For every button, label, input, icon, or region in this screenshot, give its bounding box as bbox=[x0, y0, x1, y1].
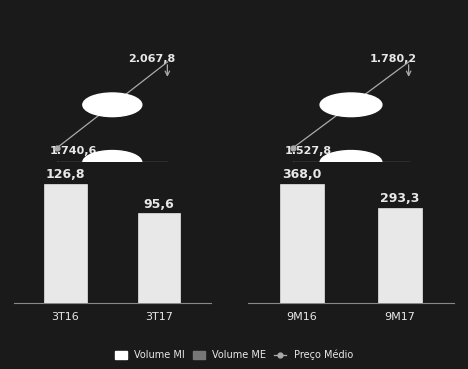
Ellipse shape bbox=[83, 93, 142, 117]
Bar bbox=[44, 184, 87, 303]
Text: 126,8: 126,8 bbox=[46, 168, 85, 182]
Bar bbox=[138, 213, 180, 303]
Text: 1.527,8: 1.527,8 bbox=[285, 145, 332, 156]
Ellipse shape bbox=[83, 151, 142, 174]
Text: 293,3: 293,3 bbox=[380, 193, 420, 206]
Ellipse shape bbox=[320, 93, 382, 117]
Text: 1.740,6: 1.740,6 bbox=[50, 145, 97, 156]
Bar bbox=[378, 208, 422, 303]
Ellipse shape bbox=[320, 151, 382, 174]
Bar bbox=[280, 184, 324, 303]
Text: 368,0: 368,0 bbox=[282, 168, 322, 182]
Text: 95,6: 95,6 bbox=[144, 198, 175, 211]
Text: 1.780,2: 1.780,2 bbox=[370, 54, 417, 64]
Text: 2.067,8: 2.067,8 bbox=[128, 54, 175, 64]
Legend: Volume MI, Volume ME, Preço Médio: Volume MI, Volume ME, Preço Médio bbox=[115, 350, 353, 361]
